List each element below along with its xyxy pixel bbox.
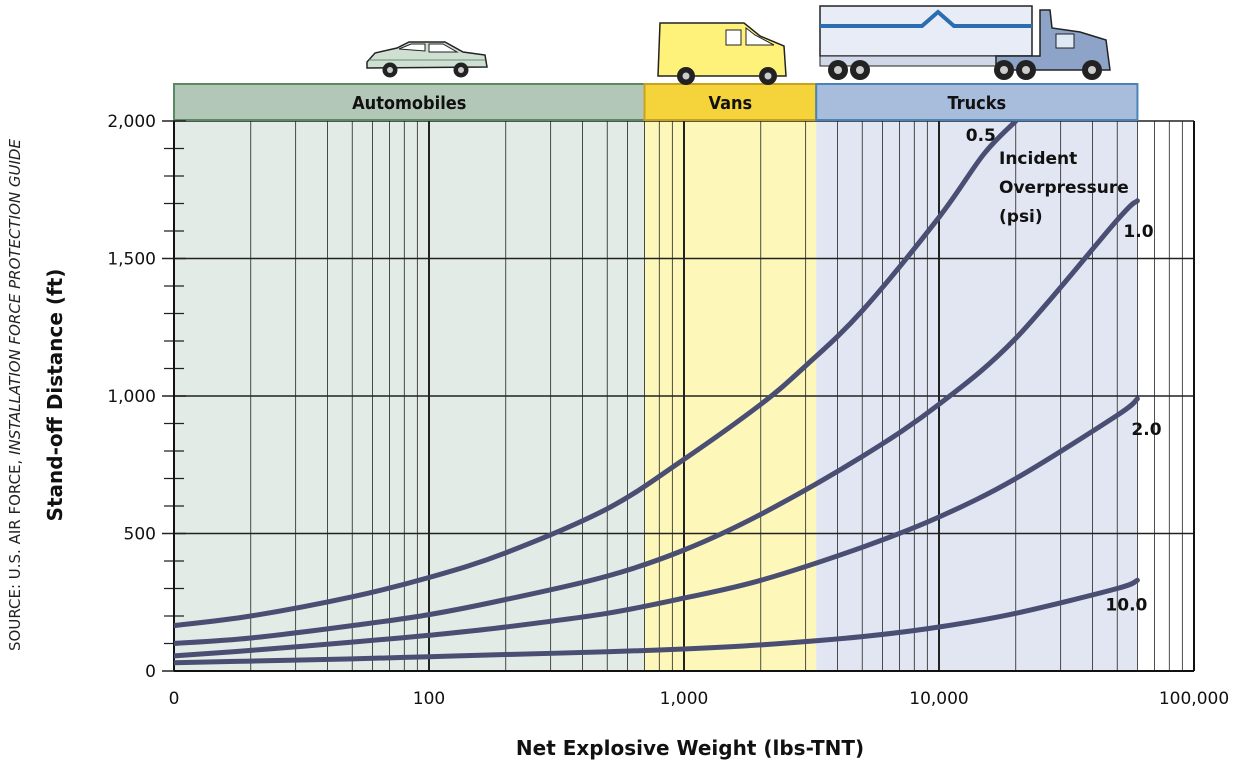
source-prefix: SOURCE: U.S. AIR FORCE,: [6, 455, 24, 651]
legend-title-line-2: Overpressure: [999, 178, 1129, 198]
data-series: [174, 121, 1140, 666]
band-label-automobiles: Automobiles: [352, 93, 466, 114]
series-label-0.5: 0.5: [966, 126, 996, 146]
x-tick-label: 0: [169, 689, 180, 709]
y-tick-label: 0: [145, 662, 156, 682]
band-label-vans: Vans: [709, 93, 753, 114]
x-tick-label: 100,000: [1159, 689, 1229, 709]
x-tick-label: 1,000: [660, 689, 709, 709]
y-axis-title: Stand-off Distance (ft): [43, 269, 67, 522]
y-tick-label: 1,500: [107, 250, 156, 270]
band-header-vans: [643, 83, 818, 121]
source-credit: SOURCE: U.S. AIR FORCE, INSTALLATION FOR…: [6, 139, 24, 651]
y-tick-label: 1,000: [107, 387, 156, 407]
band-headers: Automobiles Vans Trucks: [173, 83, 1139, 121]
car-icon: [366, 41, 488, 78]
series-line-2.0: [174, 396, 1140, 659]
x-axis-title: Net Explosive Weight (lbs-TNT): [516, 736, 864, 760]
series-label-10.0: 10.0: [1105, 595, 1147, 615]
y-tick-label: 500: [124, 525, 156, 545]
y-tick-label: 2,000: [107, 112, 156, 132]
grid-lines: [174, 120, 1194, 671]
tick-labels: 0 100 1,000 10,000 100,000 0 500 1,000 1,500 2,00…: [107, 112, 1229, 709]
axes: [162, 120, 1195, 672]
band-header-automobiles: [173, 83, 646, 121]
truck-icon: [819, 5, 1111, 80]
series-label-2.0: 2.0: [1131, 420, 1161, 440]
legend-title-line-3: (psi): [999, 207, 1043, 227]
source-title: INSTALLATION FORCE PROTECTION GUIDE: [6, 139, 24, 455]
x-tick-label: 100: [413, 689, 445, 709]
series-line-0.5: [174, 121, 1019, 629]
legend-title-line-1: Incident: [999, 149, 1077, 169]
band-header-trucks: [815, 83, 1139, 121]
band-label-trucks: Trucks: [948, 93, 1007, 114]
series-label-1.0: 1.0: [1123, 222, 1153, 242]
x-tick-label: 10,000: [909, 689, 968, 709]
series-line-1.0: [174, 198, 1140, 646]
series-line-10.0: [174, 577, 1140, 666]
van-icon: [657, 22, 787, 85]
